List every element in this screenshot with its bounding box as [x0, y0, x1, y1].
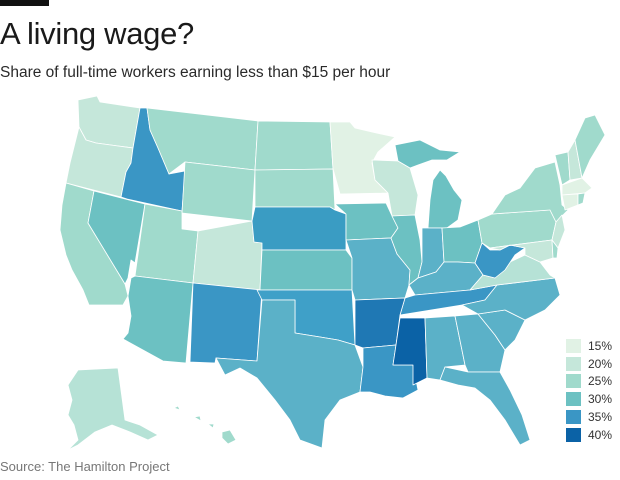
state-RI	[577, 192, 586, 206]
state-HI	[173, 405, 237, 445]
state-FL	[439, 366, 531, 446]
legend-swatch	[566, 356, 581, 371]
state-TX	[215, 299, 364, 449]
legend-item-20: 20%	[566, 355, 612, 373]
chart-subtitle: Share of full-time workers earning less …	[0, 64, 391, 81]
legend-label: 20%	[588, 356, 613, 371]
legend-item-15: 15%	[566, 337, 612, 355]
map-legend: 15% 20% 25% 30% 35% 40%	[566, 337, 612, 444]
state-ND	[254, 120, 334, 171]
state-NM	[189, 282, 263, 364]
state-MN	[329, 121, 396, 195]
legend-label: 15%	[588, 338, 613, 353]
legend-swatch	[566, 338, 581, 353]
state-MA	[561, 177, 593, 196]
state-UT	[134, 203, 199, 284]
chart-title: A living wage?	[0, 16, 194, 51]
state-WY	[181, 161, 256, 222]
state-KS	[259, 249, 353, 291]
legend-swatch	[566, 374, 581, 389]
state-SD	[254, 168, 336, 211]
state-NJ	[551, 214, 566, 249]
legend-label: 30%	[588, 392, 613, 407]
state-CO	[192, 220, 263, 291]
state-DE	[551, 239, 559, 259]
legend-label: 25%	[588, 374, 613, 389]
state-NE	[251, 206, 347, 251]
legend-swatch	[566, 427, 581, 442]
state-CT	[561, 193, 579, 211]
state-AK	[67, 367, 159, 451]
source-note: Source: The Hamilton Project	[0, 459, 170, 474]
legend-item-40: 40%	[566, 426, 612, 444]
legend-swatch	[566, 392, 581, 407]
state-MI	[394, 139, 463, 229]
legend-swatch	[566, 410, 581, 425]
state-AZ	[122, 275, 194, 364]
legend-item-25: 25%	[566, 373, 612, 391]
state-NY	[491, 161, 569, 223]
brand-bar	[0, 0, 49, 6]
legend-item-35: 35%	[566, 408, 612, 426]
legend-label: 40%	[588, 427, 613, 442]
legend-label: 35%	[588, 410, 613, 425]
legend-item-30: 30%	[566, 390, 612, 408]
